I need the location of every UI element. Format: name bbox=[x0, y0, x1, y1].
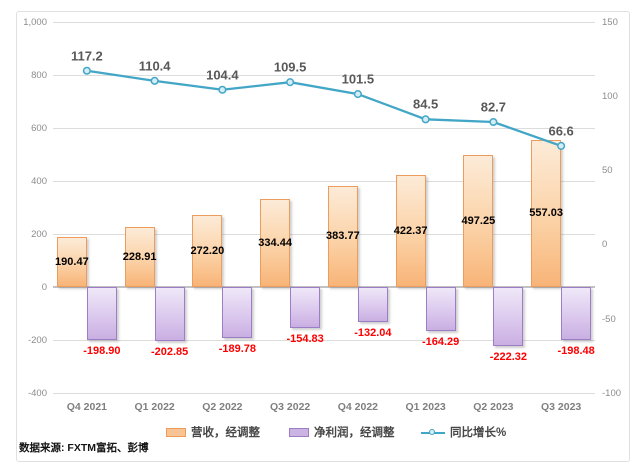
gridline bbox=[53, 74, 595, 76]
bar-netincome bbox=[493, 287, 524, 347]
legend-label-growth: 同比增长% bbox=[450, 427, 507, 439]
x-axis-label: Q1 2023 bbox=[405, 401, 446, 413]
bar-label-revenue: 228.91 bbox=[122, 250, 157, 263]
bar-label-revenue: 272.20 bbox=[190, 245, 225, 258]
gridline bbox=[53, 180, 595, 182]
gridline bbox=[53, 21, 595, 23]
bar-label-netincome: -154.83 bbox=[286, 333, 324, 346]
bar-netincome bbox=[154, 287, 185, 342]
bar-revenue bbox=[56, 236, 87, 288]
bar-label-netincome: -202.85 bbox=[150, 346, 189, 359]
bar-label-netincome: -222.32 bbox=[489, 351, 528, 364]
line-point-label: 84.5 bbox=[412, 96, 439, 112]
y-axis-right-tick: 50 bbox=[602, 165, 613, 177]
bar-revenue bbox=[531, 139, 562, 288]
bar-label-revenue: 557.03 bbox=[529, 207, 563, 220]
bar-netincome bbox=[561, 287, 592, 340]
bar-label-netincome: -189.78 bbox=[218, 342, 257, 355]
bar-netincome bbox=[425, 287, 456, 331]
y-axis-right-tick: -50 bbox=[602, 313, 616, 325]
line-point-label: 117.2 bbox=[70, 48, 103, 64]
y-axis-right-tick: 0 bbox=[602, 239, 608, 251]
y-axis-left-tick: 600 bbox=[31, 122, 47, 134]
bar-netincome bbox=[290, 287, 321, 329]
x-axis-label: Q4 2022 bbox=[337, 401, 379, 413]
bar-netincome bbox=[357, 287, 388, 323]
bar-revenue bbox=[124, 226, 155, 288]
bar-label-netincome: -132.04 bbox=[354, 327, 392, 340]
y-axis-right-tick: -100 bbox=[602, 388, 622, 399]
bar-label-revenue: 383.77 bbox=[326, 230, 360, 243]
gridline bbox=[53, 339, 595, 341]
line-point-label: 109.5 bbox=[273, 59, 307, 75]
line-point-label: 101.5 bbox=[341, 71, 375, 87]
bar-label-revenue: 497.25 bbox=[461, 215, 496, 228]
y-axis-left-tick: 800 bbox=[31, 69, 47, 81]
bar-revenue bbox=[327, 185, 358, 288]
revenue-swatch-icon bbox=[166, 427, 186, 437]
x-axis-label: Q2 2023 bbox=[473, 401, 514, 413]
gridline bbox=[53, 393, 595, 394]
zero-gridline bbox=[53, 286, 595, 289]
growth-line-swatch-icon bbox=[421, 427, 445, 437]
bar-label-netincome: -164.29 bbox=[421, 335, 460, 348]
legend-label-revenue: 营收，经调整 bbox=[191, 427, 260, 439]
line-point-label: 110.4 bbox=[138, 58, 171, 74]
bar-label-netincome: -198.90 bbox=[83, 345, 121, 358]
y-axis-right-tick: 150 bbox=[602, 16, 618, 28]
y-axis-left-tick: -200 bbox=[27, 334, 47, 346]
legend-label-netincome: 净利润，经调整 bbox=[314, 427, 395, 439]
legend-item-revenue: 营收，经调整 bbox=[166, 424, 260, 440]
bar-label-netincome: -198.48 bbox=[557, 345, 595, 358]
x-axis-label: Q3 2022 bbox=[269, 401, 311, 413]
bar-revenue bbox=[463, 155, 494, 288]
y-axis-left-tick: 400 bbox=[31, 175, 47, 187]
bar-revenue bbox=[192, 215, 223, 288]
bar-netincome bbox=[222, 287, 253, 338]
bar-label-revenue: 422.37 bbox=[393, 225, 428, 238]
x-axis-label: Q2 2022 bbox=[202, 401, 243, 413]
y-axis-right-tick: 100 bbox=[602, 90, 618, 102]
line-point-label: 104.4 bbox=[206, 67, 239, 83]
y-axis-left-tick: 200 bbox=[31, 228, 47, 240]
gridline bbox=[53, 127, 595, 129]
gridline bbox=[53, 233, 595, 235]
y-axis-left-tick: 0 bbox=[41, 281, 47, 293]
bar-label-revenue: 334.44 bbox=[258, 236, 292, 249]
line-point-label: 66.6 bbox=[548, 123, 574, 139]
source-note: 数据来源: FXTM富拓、彭博 bbox=[19, 442, 149, 454]
legend-item-netincome: 净利润，经调整 bbox=[289, 424, 395, 440]
line-point-label: 82.7 bbox=[480, 99, 507, 115]
legend-item-growth: 同比增长% bbox=[421, 424, 506, 440]
y-axis-left-tick: 1,000 bbox=[23, 16, 47, 28]
netincome-swatch-icon bbox=[289, 427, 309, 437]
bar-revenue bbox=[395, 175, 426, 288]
legend: 营收，经调整 净利润，经调整 同比增长% bbox=[0, 424, 635, 440]
bar-label-revenue: 190.47 bbox=[55, 256, 89, 269]
x-axis-label: Q3 2023 bbox=[540, 401, 582, 413]
x-axis-label: Q1 2022 bbox=[134, 401, 175, 413]
x-axis-label: Q4 2021 bbox=[66, 401, 108, 413]
bar-netincome bbox=[86, 287, 117, 341]
y-axis-left-tick: -400 bbox=[27, 388, 47, 399]
bar-revenue bbox=[260, 198, 291, 288]
